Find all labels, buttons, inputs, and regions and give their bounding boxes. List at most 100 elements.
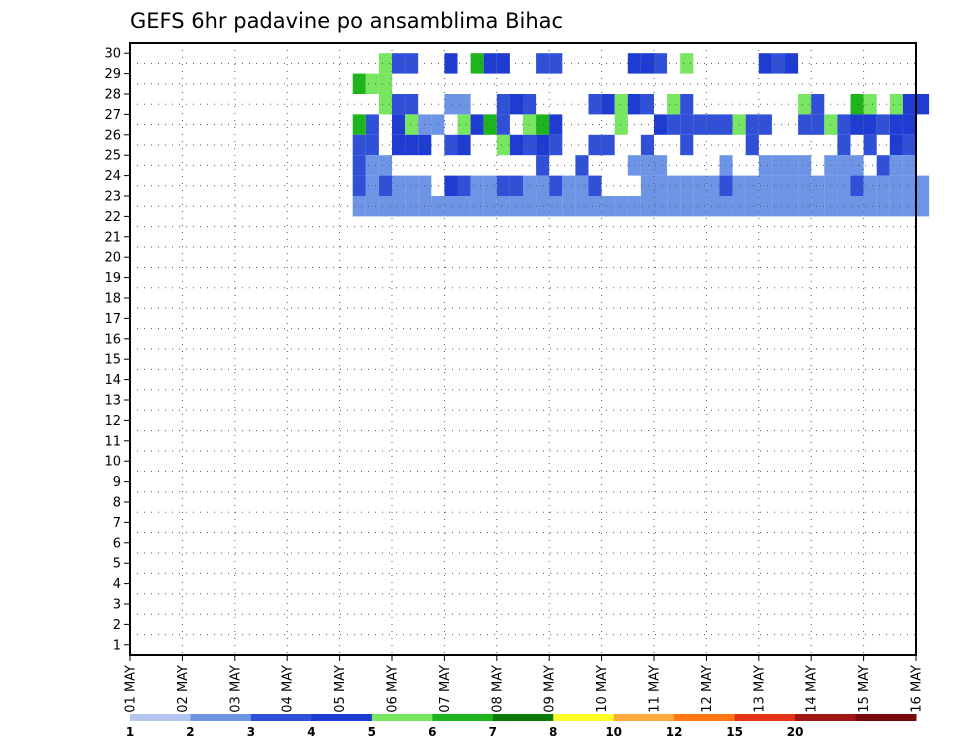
heatmap-cell xyxy=(758,53,772,74)
heatmap-cell xyxy=(352,134,366,156)
heatmap-cell xyxy=(640,155,654,176)
heatmap-cell xyxy=(549,53,563,74)
heatmap-cell xyxy=(693,114,707,135)
heatmap-cell xyxy=(640,134,654,156)
heatmap-cell xyxy=(811,196,825,217)
heatmap-cell xyxy=(392,175,406,196)
x-tick-label: 16 MAY xyxy=(910,665,925,713)
heatmap-cell xyxy=(431,196,445,217)
x-tick-label: 06 MAY xyxy=(386,665,401,713)
heatmap-cell xyxy=(365,114,379,135)
heatmap-cell xyxy=(719,155,733,176)
colorbar-label: 6 xyxy=(428,725,436,739)
heatmap-cell xyxy=(392,134,406,156)
heatmap-cell xyxy=(588,196,602,217)
x-tick-label: 03 MAY xyxy=(228,665,243,713)
heatmap-cell xyxy=(654,155,668,176)
heatmap-cell xyxy=(654,196,668,217)
heatmap-cell xyxy=(444,53,458,74)
heatmap-cell xyxy=(457,134,471,156)
y-tick-label: 25 xyxy=(104,149,121,164)
heatmap-cell xyxy=(771,196,785,217)
heatmap-cell xyxy=(798,94,812,115)
heatmap-cell xyxy=(916,94,930,115)
heatmap-cell xyxy=(837,155,851,176)
colorbar-label: 12 xyxy=(666,725,683,739)
heatmap-cell xyxy=(863,134,877,156)
heatmap-cell xyxy=(667,114,681,135)
y-axis: 1234567891011121314151617181920212223242… xyxy=(104,47,130,653)
heatmap-cell xyxy=(509,94,523,115)
heatmap-cell xyxy=(863,196,877,217)
colorbar-label: 5 xyxy=(368,725,376,739)
colorbar-swatch xyxy=(734,714,796,721)
y-tick-label: 24 xyxy=(104,169,121,184)
heatmap-cell xyxy=(392,114,406,135)
heatmap-cell xyxy=(405,134,419,156)
heatmap-cell xyxy=(470,196,484,217)
heatmap-cell xyxy=(640,94,654,115)
heatmap-cell xyxy=(680,196,694,217)
heatmap-cell xyxy=(876,114,890,135)
heatmap-cell xyxy=(614,114,628,135)
y-tick-label: 26 xyxy=(104,128,121,143)
heatmap-cell xyxy=(811,175,825,196)
y-tick-label: 3 xyxy=(113,598,121,613)
heatmap-cell xyxy=(667,196,681,217)
heatmap-cell xyxy=(771,155,785,176)
heatmap-cell xyxy=(365,155,379,176)
heatmap-cell xyxy=(758,175,772,196)
y-tick-label: 13 xyxy=(104,394,121,409)
heatmap-cell xyxy=(457,175,471,196)
y-tick-label: 16 xyxy=(104,332,121,347)
heatmap-cell xyxy=(457,94,471,115)
y-tick-label: 20 xyxy=(104,251,121,266)
heatmap-cell xyxy=(837,114,851,135)
colorbar-label: 1 xyxy=(126,725,134,739)
y-tick-label: 12 xyxy=(104,414,121,429)
heatmap-cell xyxy=(640,196,654,217)
x-tick-label: 07 MAY xyxy=(438,665,453,713)
heatmap-cell xyxy=(496,114,510,135)
heatmap-cell xyxy=(706,175,720,196)
heatmap-cell xyxy=(378,53,392,74)
y-tick-label: 7 xyxy=(113,516,121,531)
heatmap-cell xyxy=(758,114,772,135)
heatmap-cell xyxy=(837,175,851,196)
heatmap-cell xyxy=(680,53,694,74)
heatmap-cell xyxy=(785,53,799,74)
heatmap-cell xyxy=(352,175,366,196)
y-tick-label: 30 xyxy=(104,47,121,62)
heatmap-cell xyxy=(680,114,694,135)
heatmap-cell xyxy=(798,175,812,196)
heatmap-cell xyxy=(771,175,785,196)
heatmap-cell xyxy=(588,94,602,115)
colorbar-label: 4 xyxy=(307,725,315,739)
heatmap-cell xyxy=(378,196,392,217)
heatmap-cell xyxy=(470,114,484,135)
heatmap-cell xyxy=(549,134,563,156)
heatmap-cell xyxy=(444,94,458,115)
colorbar-swatch xyxy=(613,714,675,721)
heatmap-cell xyxy=(444,175,458,196)
heatmap-cell xyxy=(902,196,916,217)
heatmap-cell xyxy=(365,73,379,94)
y-tick-label: 4 xyxy=(113,577,121,592)
heatmap-cell xyxy=(902,114,916,135)
y-tick-label: 17 xyxy=(104,312,121,327)
y-tick-label: 22 xyxy=(104,210,121,225)
heatmap-cell xyxy=(745,175,759,196)
heatmap-cell xyxy=(798,114,812,135)
colorbar-label: 15 xyxy=(726,725,743,739)
x-tick-label: 04 MAY xyxy=(281,665,296,713)
y-tick-label: 18 xyxy=(104,292,121,307)
heatmap-cell xyxy=(902,175,916,196)
heatmap-cell xyxy=(352,114,366,135)
heatmap-cell xyxy=(444,196,458,217)
x-tick-label: 01 MAY xyxy=(124,665,139,713)
heatmap-cell xyxy=(405,94,419,115)
colorbar-label: 10 xyxy=(605,725,622,739)
heatmap-cell xyxy=(470,53,484,74)
y-tick-label: 6 xyxy=(113,536,121,551)
heatmap-cell xyxy=(483,196,497,217)
